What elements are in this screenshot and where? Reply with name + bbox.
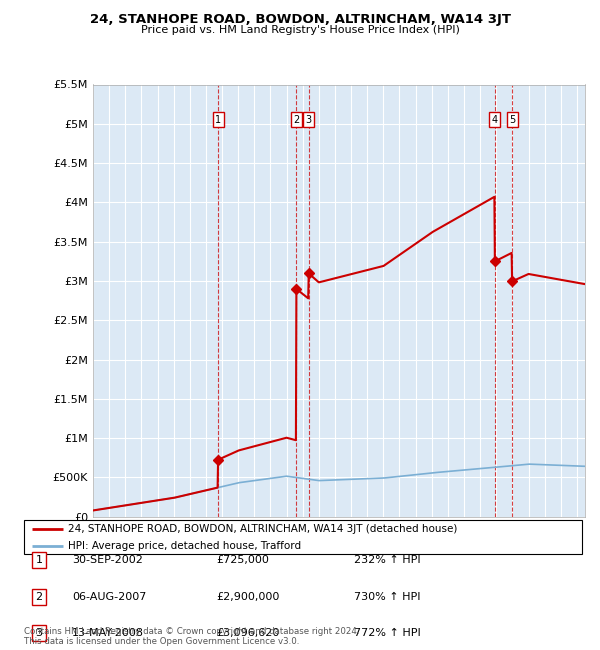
Text: £3,096,620: £3,096,620 [216,628,280,638]
Text: £2,900,000: £2,900,000 [216,592,280,602]
Text: 3: 3 [35,628,43,638]
Text: 2: 2 [293,115,299,125]
Text: 772% ↑ HPI: 772% ↑ HPI [354,628,421,638]
Text: 4: 4 [492,115,498,125]
Text: £725,000: £725,000 [216,555,269,566]
Text: Contains HM Land Registry data © Crown copyright and database right 2024.: Contains HM Land Registry data © Crown c… [24,627,359,636]
FancyBboxPatch shape [24,520,582,554]
Text: 1: 1 [215,115,221,125]
Text: 3: 3 [305,115,312,125]
Text: Price paid vs. HM Land Registry's House Price Index (HPI): Price paid vs. HM Land Registry's House … [140,25,460,34]
Text: 2: 2 [35,592,43,602]
Text: 730% ↑ HPI: 730% ↑ HPI [354,592,421,602]
Text: This data is licensed under the Open Government Licence v3.0.: This data is licensed under the Open Gov… [24,637,299,646]
Text: 232% ↑ HPI: 232% ↑ HPI [354,555,421,566]
Text: 5: 5 [509,115,515,125]
Text: 1: 1 [35,555,43,566]
Text: 13-MAY-2008: 13-MAY-2008 [72,628,144,638]
Text: 24, STANHOPE ROAD, BOWDON, ALTRINCHAM, WA14 3JT: 24, STANHOPE ROAD, BOWDON, ALTRINCHAM, W… [89,13,511,26]
Text: 24, STANHOPE ROAD, BOWDON, ALTRINCHAM, WA14 3JT (detached house): 24, STANHOPE ROAD, BOWDON, ALTRINCHAM, W… [68,525,457,534]
Text: 30-SEP-2002: 30-SEP-2002 [72,555,143,566]
Text: HPI: Average price, detached house, Trafford: HPI: Average price, detached house, Traf… [68,541,301,551]
Text: 06-AUG-2007: 06-AUG-2007 [72,592,146,602]
